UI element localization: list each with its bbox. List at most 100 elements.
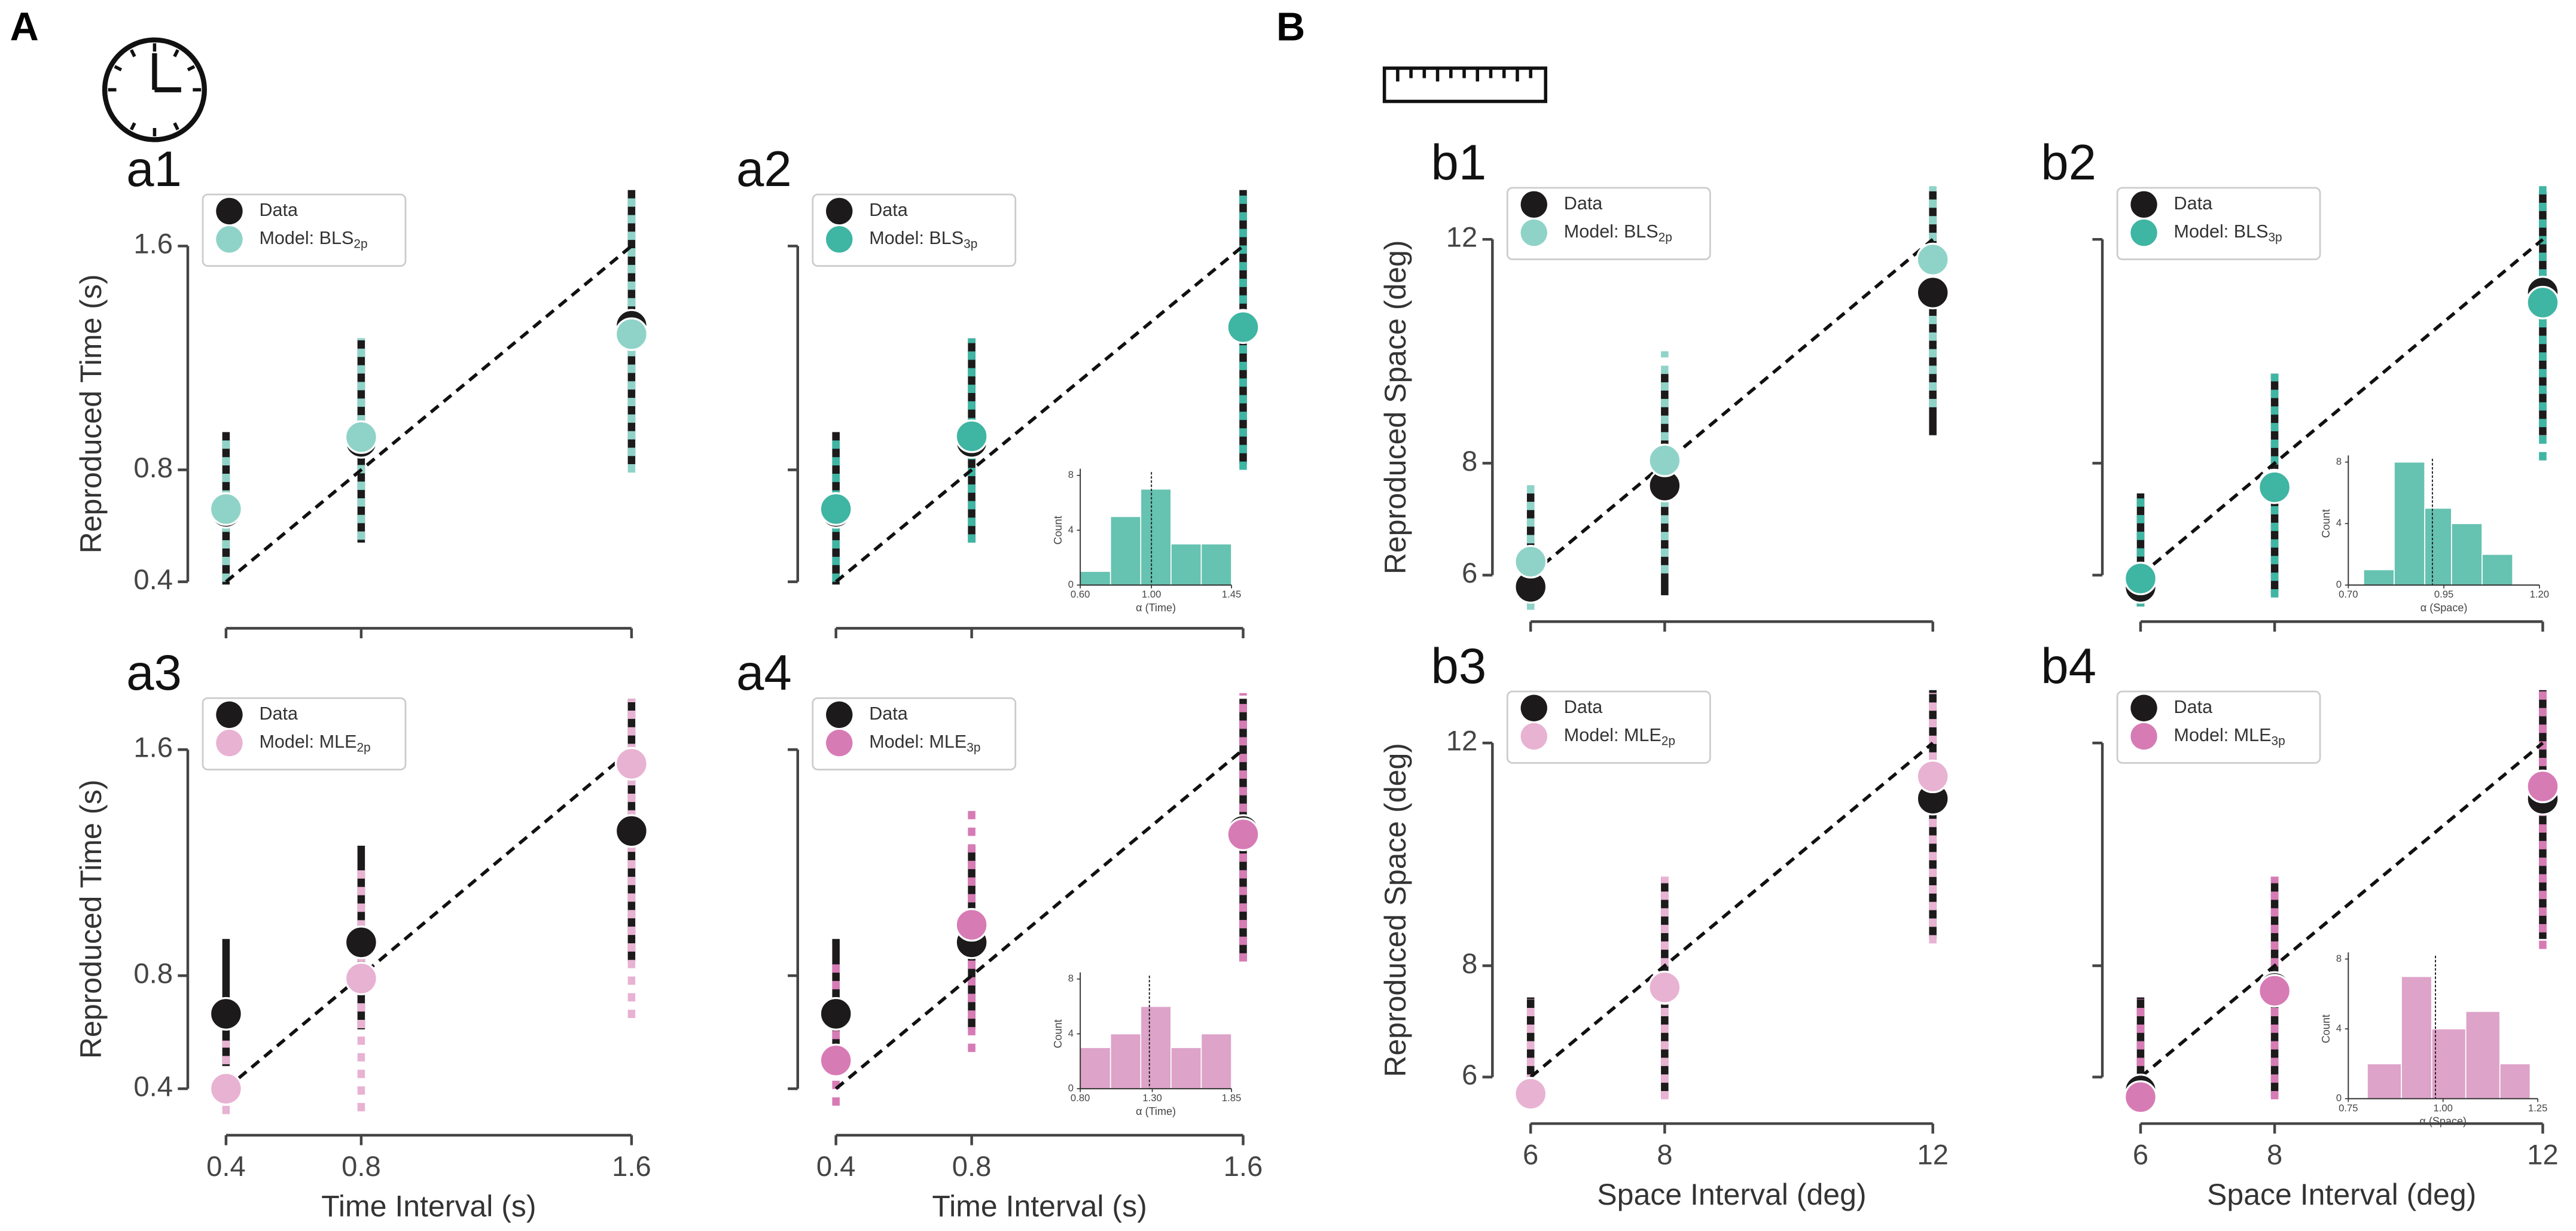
panel-letter: A <box>10 5 39 50</box>
point <box>1916 242 1950 276</box>
hist-bar <box>2401 976 2432 1099</box>
legend-subscript: 3p <box>964 237 977 251</box>
y-tick-label: 8 <box>1462 948 1477 980</box>
legend-marker <box>1520 694 1547 722</box>
inset-tick-label: 0.95 <box>2434 589 2453 600</box>
inset-tick-label: 1.30 <box>1142 1092 1162 1104</box>
legend-label: Model: MLE3p <box>869 732 980 754</box>
legend-marker <box>826 197 853 225</box>
legend-box <box>1506 690 1711 764</box>
legend-label: Model: BLS2p <box>1564 221 1672 244</box>
legend-name: Model: BLS <box>259 228 353 248</box>
hist-bar <box>1080 571 1111 586</box>
y-tick-label: 8 <box>1462 446 1477 477</box>
identity-line <box>834 748 1245 1090</box>
x-tick-label: 12 <box>2527 1139 2559 1171</box>
hist-bar <box>2394 461 2425 586</box>
legend-box <box>202 193 407 267</box>
hist-bar <box>1109 516 1142 586</box>
legend-name: Model: MLE <box>259 732 356 752</box>
inset-x-label: α (Space) <box>2420 602 2468 614</box>
x-tick-label: 0.4 <box>206 1151 246 1183</box>
clock-icon <box>102 37 207 142</box>
legend-box <box>2116 690 2321 764</box>
legend-subscript: 2p <box>1662 734 1675 748</box>
legend-name: Data <box>1564 193 1603 214</box>
x-axis-label: Space Interval (deg) <box>2207 1178 2476 1211</box>
identity-line <box>2139 238 2544 577</box>
inset-tick-label: 1.25 <box>2528 1102 2547 1114</box>
identity-line <box>1529 741 1934 1078</box>
hist-bar <box>2424 507 2452 586</box>
y-tick-label: 6 <box>1462 557 1477 589</box>
legend-marker <box>826 729 853 757</box>
inset-tick-label: 1.45 <box>1222 589 1241 600</box>
legend-subscript: 2p <box>356 741 370 754</box>
x-tick-label: 8 <box>1657 1139 1672 1171</box>
panel-label: a3 <box>126 645 182 700</box>
point <box>819 997 853 1031</box>
inset-y-label: Count <box>1052 1019 1064 1048</box>
hist-bar <box>2499 1063 2531 1099</box>
point <box>2526 769 2560 803</box>
legend-label: Data <box>259 200 298 220</box>
inset-tick-label: 8 <box>1068 973 1074 984</box>
inset-tick-label: 0.75 <box>2339 1102 2358 1114</box>
point <box>209 1072 243 1106</box>
legend-box <box>812 697 1017 770</box>
identity-line <box>225 245 633 583</box>
point <box>1648 970 1682 1004</box>
inset-tick-label: 4 <box>2336 1022 2342 1034</box>
legend-label: Data <box>869 200 908 220</box>
y-tick-label: 12 <box>1446 726 1478 757</box>
inset-tick-label: 8 <box>1068 469 1074 480</box>
legend-subscript: 2p <box>1659 230 1672 244</box>
point <box>819 492 853 526</box>
legend-label: Model: MLE2p <box>259 732 370 754</box>
identity-line <box>225 748 633 1090</box>
point <box>2258 470 2292 504</box>
x-tick-label: 0.4 <box>816 1151 856 1183</box>
x-tick-label: 6 <box>2133 1139 2148 1171</box>
hist-bar <box>1109 1033 1142 1089</box>
legend-marker <box>826 701 853 729</box>
legend-box <box>2116 187 2321 260</box>
inset-tick-label: 0 <box>2336 1092 2342 1104</box>
point <box>1514 544 1548 579</box>
panel-label: a4 <box>736 645 792 700</box>
panel-letter: B <box>1276 5 1305 50</box>
legend-marker <box>216 701 243 729</box>
legend-label: Data <box>2174 697 2213 717</box>
legend-name: Data <box>259 703 298 724</box>
inset-tick-label: 8 <box>2336 953 2342 964</box>
panel-label: a2 <box>736 141 792 197</box>
point <box>2258 974 2292 1008</box>
point <box>955 419 989 453</box>
identity-line <box>834 245 1245 583</box>
point <box>209 997 243 1031</box>
legend-name: Model: BLS <box>2174 221 2269 242</box>
legend-box <box>812 193 1017 267</box>
inset-tick-label: 0 <box>2336 579 2342 590</box>
panel-label: b3 <box>1431 638 1486 694</box>
point <box>344 961 378 995</box>
x-tick-label: 1.6 <box>612 1151 651 1183</box>
legend-name: Model: MLE <box>869 732 967 752</box>
legend-box <box>1506 187 1711 260</box>
legend-name: Data <box>869 200 908 220</box>
point <box>819 1043 853 1077</box>
panel-label: a1 <box>126 141 182 197</box>
legend-label: Model: BLS3p <box>869 228 977 251</box>
x-tick-label: 1.6 <box>1224 1151 1263 1183</box>
hist-bar <box>2431 1028 2467 1099</box>
point <box>209 492 243 526</box>
inset-x-label: α (Time) <box>1136 1105 1176 1117</box>
hist-bar <box>1140 488 1172 586</box>
legend-subscript: 2p <box>353 237 367 251</box>
inset-x-label: α (Space) <box>2419 1115 2467 1127</box>
hist-bar <box>1080 1047 1111 1089</box>
point <box>1514 1077 1548 1111</box>
point <box>1916 275 1950 310</box>
